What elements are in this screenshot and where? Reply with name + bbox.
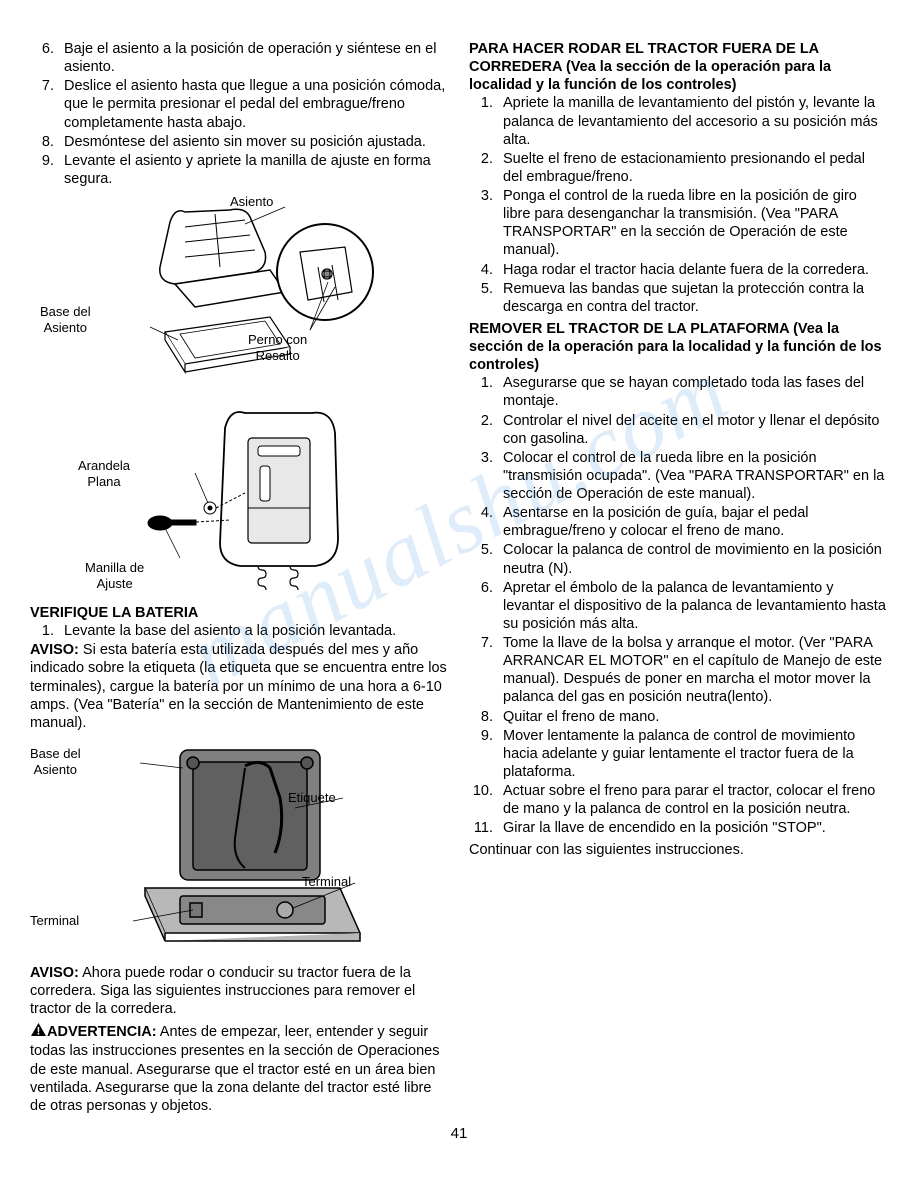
list-item: Actuar sobre el freno para parar el trac… <box>497 782 888 818</box>
heading-remover-tractor: REMOVER EL TRACTOR DE LA PLATAFORMA (Vea… <box>469 320 888 374</box>
list-item: Levante el asiento y apriete la manilla … <box>58 152 449 188</box>
aviso-roll: AVISO: Ahora puede rodar o conducir su t… <box>30 964 449 1018</box>
advertencia-block: ! ADVERTENCIA: Antes de empezar, leer, e… <box>30 1022 449 1115</box>
aviso-label-2: AVISO: <box>30 965 79 981</box>
list-item: Tome la llave de la bolsa y arranque el … <box>497 634 888 707</box>
list-item: Controlar el nivel del aceite en el moto… <box>497 412 888 448</box>
seat-diagram-svg <box>90 192 390 392</box>
two-column-layout: Baje el asiento a la posición de operaci… <box>30 40 888 1115</box>
remover-list: Asegurarse que se hayan completado toda … <box>469 374 888 837</box>
aviso-text: Si esta batería esta utilizada después d… <box>30 642 447 731</box>
figure-seat-assembly: Asiento Base del Asiento Perno con Resal… <box>30 192 449 392</box>
label-terminal-2: Terminal <box>30 913 79 929</box>
battery-list: Levante la base del asiento a la posició… <box>30 622 449 640</box>
list-item: Levante la base del asiento a la posició… <box>58 622 449 640</box>
list-item: Desmóntese del asiento sin mover su posi… <box>58 133 449 151</box>
battery-svg <box>85 738 395 958</box>
list-item: Apretar el émbolo de la palanca de levan… <box>497 579 888 633</box>
left-column: Baje el asiento a la posición de operaci… <box>30 40 449 1115</box>
svg-text:!: ! <box>37 1026 41 1038</box>
list-item: Asegurarse que se hayan completado toda … <box>497 374 888 410</box>
figure-battery: Base del Asiento Etiquete Terminal Termi… <box>30 738 449 958</box>
aviso-battery: AVISO: Si esta batería esta utilizada de… <box>30 641 449 732</box>
label-asiento: Asiento <box>230 194 273 210</box>
list-item: Suelte el freno de estacionamiento presi… <box>497 150 888 186</box>
label-manilla: Manilla de Ajuste <box>85 560 144 593</box>
list-item: Baje el asiento a la posición de operaci… <box>58 40 449 76</box>
aviso-text-2: Ahora puede rodar o conducir su tractor … <box>30 965 415 1017</box>
list-item: Ponga el control de la rueda libre en la… <box>497 187 888 260</box>
list-item: Colocar la palanca de control de movimie… <box>497 541 888 577</box>
label-base-asiento-2: Base del Asiento <box>30 746 81 779</box>
seat-instructions-list: Baje el asiento a la posición de operaci… <box>30 40 449 188</box>
heading-rodar-tractor: PARA HACER RODAR EL TRACTOR FUERA DE LA … <box>469 40 888 94</box>
right-column: PARA HACER RODAR EL TRACTOR FUERA DE LA … <box>469 40 888 1115</box>
label-terminal-1: Terminal <box>302 874 351 890</box>
list-item: Apriete la manilla de levantamiento del … <box>497 94 888 148</box>
label-etiquete: Etiquete <box>288 790 336 806</box>
figure-seat-adjust: Arandela Plana Manilla de Ajuste <box>30 398 449 598</box>
list-item: Haga rodar el tractor hacia delante fuer… <box>497 261 888 279</box>
page-number: 41 <box>30 1125 888 1144</box>
label-perno: Perno con Resalto <box>248 332 307 365</box>
list-item: Quitar el freno de mano. <box>497 708 888 726</box>
list-item: Colocar el control de la rueda libre en … <box>497 449 888 503</box>
continuar-text: Continuar con las siguientes instruccion… <box>469 841 888 859</box>
list-item: Mover lentamente la palanca de control d… <box>497 727 888 781</box>
list-item: Deslice el asiento hasta que llegue a un… <box>58 77 449 131</box>
warning-triangle-icon: ! <box>30 1022 47 1042</box>
label-arandela: Arandela Plana <box>78 458 130 491</box>
advertencia-label: ADVERTENCIA: <box>47 1024 157 1040</box>
label-base-asiento: Base del Asiento <box>40 304 91 337</box>
heading-verifique-bateria: VERIFIQUE LA BATERIA <box>30 604 449 622</box>
aviso-label: AVISO: <box>30 642 79 658</box>
rodar-list: Apriete la manilla de levantamiento del … <box>469 94 888 316</box>
list-item: Asentarse en la posición de guía, bajar … <box>497 504 888 540</box>
list-item: Girar la llave de encendido en la posici… <box>497 819 888 837</box>
list-item: Remueva las bandas que sujetan la protec… <box>497 280 888 316</box>
